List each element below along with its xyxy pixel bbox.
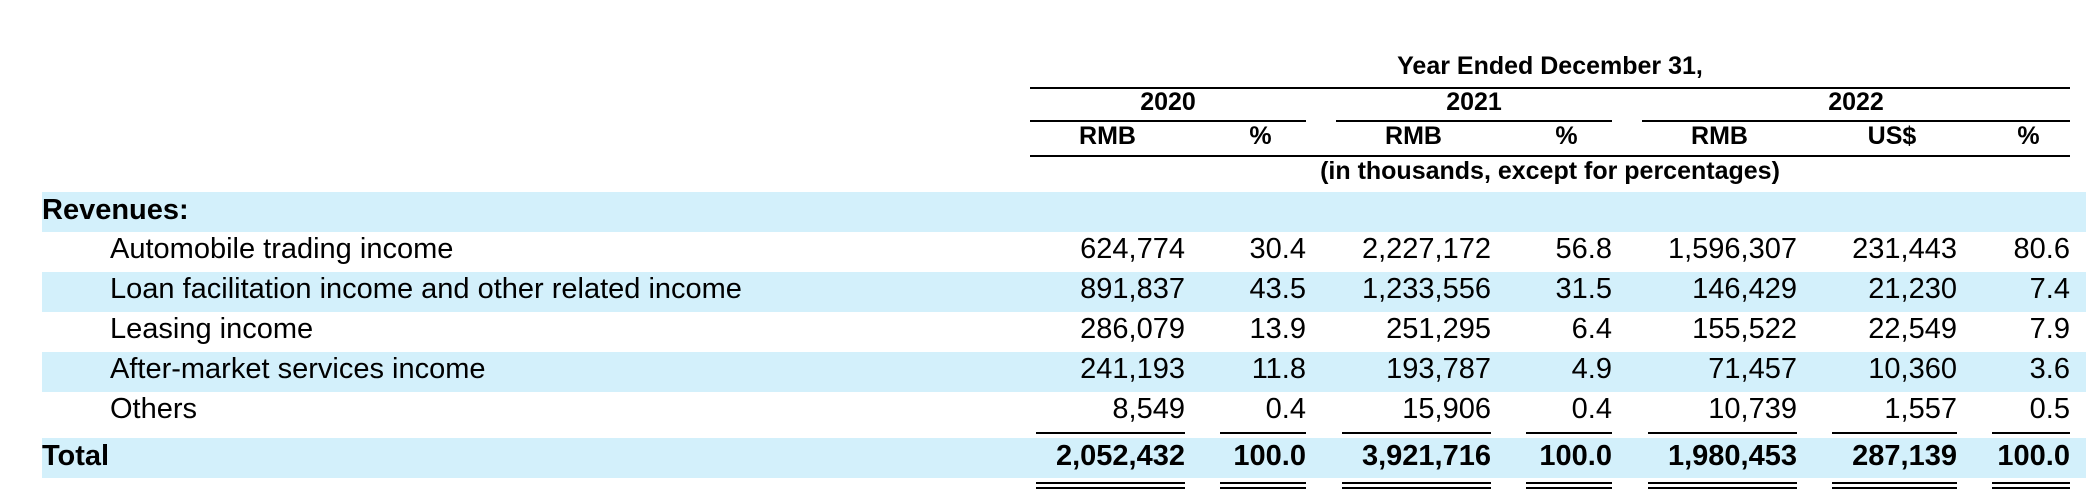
row-label: After-market services income [110,353,486,385]
year-2020-rule [1030,120,1306,122]
cell-2022-pct: 7.9 [2029,313,2070,345]
cell-2020-pct: 11.8 [1251,353,1306,385]
subtotal-rule [1036,432,1185,434]
total-double-rule [1342,482,1491,489]
cell-2020-pct: 30.4 [1249,233,1306,265]
col-header-2021-rmb: RMB [1385,122,1442,150]
col-header-2021-pct: % [1555,122,1578,150]
subtotal-rule [1526,432,1612,434]
cell-2022-rmb: 155,522 [1692,313,1797,345]
col-header-2022-rmb: RMB [1691,122,1748,150]
cell-2020-rmb: 286,079 [1080,313,1185,345]
cell-2021-pct: 31.5 [1555,273,1612,305]
total-2021-pct: 100.0 [1539,440,1612,472]
year-2022: 2022 [1828,88,1884,116]
cell-2021-pct: 4.9 [1571,353,1612,385]
cell-2020-pct: 0.4 [1265,393,1306,425]
cell-2022-usd: 21,230 [1868,273,1957,305]
year-2020: 2020 [1140,88,1196,116]
row-band-after-market [42,352,2086,392]
cell-2022-pct: 3.6 [2029,353,2070,385]
cell-2020-rmb: 8,549 [1112,393,1185,425]
cell-2022-usd: 10,360 [1868,353,1957,385]
cell-2022-usd: 22,549 [1868,313,1957,345]
col-header-rule [1030,155,2070,157]
cell-2022-usd: 1,557 [1884,393,1957,425]
cell-2021-rmb: 251,295 [1386,313,1491,345]
col-header-2022-pct: % [2017,122,2040,150]
subtotal-rule [1648,432,1797,434]
cell-2021-rmb: 15,906 [1402,393,1491,425]
cell-2020-rmb: 891,837 [1080,273,1185,305]
cell-2021-pct: 0.4 [1571,393,1612,425]
total-double-rule [1526,482,1612,489]
section-title: Revenues: [42,194,189,226]
year-2022-rule [1642,120,2070,122]
cropped-glyphs [110,0,310,2]
total-double-rule [1832,482,1957,489]
row-label: Automobile trading income [110,233,454,265]
col-header-2020-pct: % [1249,122,1272,150]
cell-2020-pct: 43.5 [1249,273,1306,305]
cell-2021-rmb: 1,233,556 [1361,273,1491,305]
cell-2021-pct: 56.8 [1555,233,1612,265]
cell-2022-pct: 80.6 [2013,233,2070,265]
cropped-text-fragment [110,0,310,2]
total-2020-rmb: 2,052,432 [1055,440,1185,472]
row-band-section [42,192,2086,232]
total-label: Total [42,440,110,472]
total-double-rule [1648,482,1797,489]
year-2021-rule [1336,120,1612,122]
total-double-rule [1036,482,1185,489]
row-band-total [42,438,2086,478]
row-label: Others [110,393,198,425]
period-title-rule [1030,87,2070,89]
subtotal-rule [1342,432,1491,434]
row-label: Leasing income [110,313,314,345]
cell-2021-rmb: 193,787 [1386,353,1491,385]
subtotal-rule [1220,432,1306,434]
cell-2022-usd: 231,443 [1852,233,1957,265]
cell-2022-pct: 0.5 [2029,393,2070,425]
cell-2020-rmb: 624,774 [1080,233,1185,265]
total-double-rule [1992,482,2070,489]
cell-2020-pct: 13.9 [1249,313,1306,345]
units-note: (in thousands, except for percentages) [1320,157,1780,185]
col-header-2022-usd: US$ [1867,122,1917,150]
cell-2022-pct: 7.4 [2029,273,2070,305]
total-2022-usd: 287,139 [1852,440,1957,472]
cell-2020-rmb: 241,193 [1080,353,1185,385]
subtotal-rule [1992,432,2070,434]
year-2021: 2021 [1446,88,1502,116]
col-header-2020-rmb: RMB [1079,122,1136,150]
cell-2021-pct: 6.4 [1571,313,1612,345]
cell-2022-rmb: 1,596,307 [1667,233,1797,265]
row-label: Loan facilitation income and other relat… [110,273,742,305]
total-2020-pct: 100.0 [1233,440,1306,472]
period-title: Year Ended December 31, [1397,52,1703,80]
cell-2021-rmb: 2,227,172 [1361,233,1491,265]
total-double-rule [1220,482,1306,489]
row-band-loan [42,272,2086,312]
cell-2022-rmb: 71,457 [1708,353,1797,385]
subtotal-rule [1832,432,1957,434]
total-2021-rmb: 3,921,716 [1361,440,1491,472]
total-2022-rmb: 1,980,453 [1667,440,1797,472]
cell-2022-rmb: 10,739 [1708,393,1797,425]
cell-2022-rmb: 146,429 [1692,273,1797,305]
total-2022-pct: 100.0 [1997,440,2070,472]
